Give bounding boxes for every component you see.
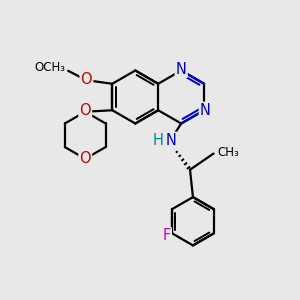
Text: H: H xyxy=(153,133,164,148)
Text: CH₃: CH₃ xyxy=(217,146,239,159)
Text: F: F xyxy=(163,228,171,243)
Text: OCH₃: OCH₃ xyxy=(35,61,66,74)
Text: O: O xyxy=(81,71,92,86)
Text: N: N xyxy=(176,62,187,77)
Text: N: N xyxy=(165,133,176,148)
Text: N: N xyxy=(200,103,211,118)
Text: O: O xyxy=(80,151,91,166)
Text: O: O xyxy=(80,103,91,118)
